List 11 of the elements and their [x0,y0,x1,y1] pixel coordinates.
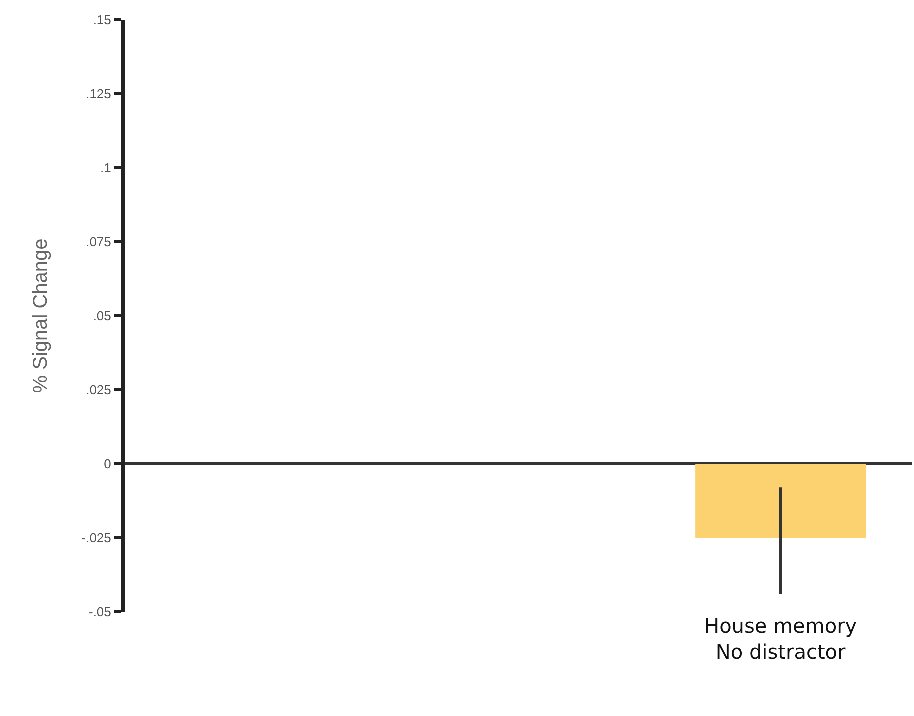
y-tick-label: .075 [86,234,112,250]
y-tick-label: -.05 [88,604,112,620]
y-tick-label: .125 [86,86,112,102]
y-tick-label: 0 [104,456,112,472]
y-tick-label: .1 [100,160,112,176]
y-tick-label: -.025 [82,530,112,546]
x-tick-label: House memory No distractor [704,614,858,664]
y-tick-label: .025 [86,382,112,398]
y-tick-label: .15 [93,12,112,28]
y-axis-title: % Signal Change [30,238,52,394]
y-tick-label: .05 [93,308,112,324]
